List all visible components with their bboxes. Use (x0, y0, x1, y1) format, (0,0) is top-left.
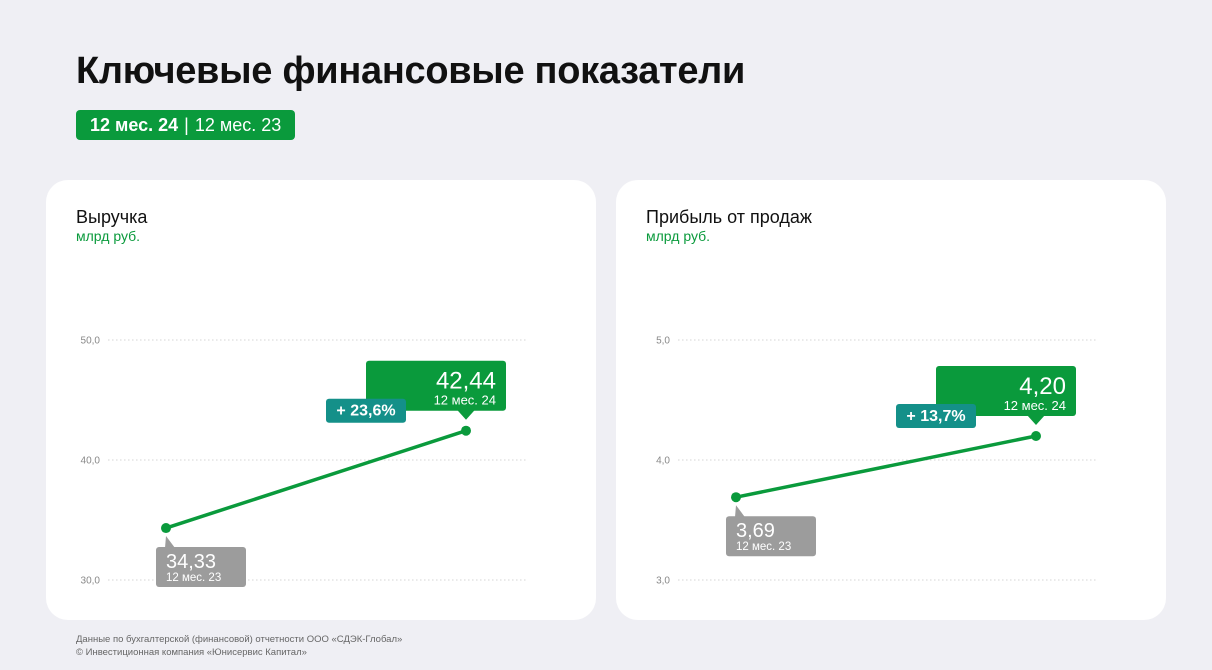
chart-unit: млрд руб. (76, 228, 141, 244)
series-line (164, 428, 468, 530)
y-tick-label: 50,0 (81, 336, 101, 347)
previous-period-label: 12 мес. 23 (166, 572, 221, 584)
footer: Данные по бухгалтерской (финансовой) отч… (76, 633, 402, 659)
change-badge (326, 398, 406, 423)
period-separator: | (184, 114, 189, 135)
change-label: + 13,7% (906, 408, 965, 425)
series-line (734, 434, 1038, 499)
period-badge: 12 мес. 24 | 12 мес. 23 (76, 110, 296, 140)
previous-period-label: 12 мес. 23 (736, 541, 791, 553)
revenue-card: Выручка млрд руб. 50,0 40,0 30,0 34,33 12 ме… (46, 180, 596, 620)
y-tick-label: 40,0 (81, 456, 101, 467)
current-period-label: 12 мес. 24 (434, 393, 496, 408)
period-current: 12 мес. 24 (90, 114, 179, 135)
current-label-box (366, 360, 506, 411)
current-value-label: 4,20 (1019, 373, 1066, 400)
current-period-label: 12 мес. 24 (1004, 398, 1066, 413)
current-label-pointer (457, 409, 475, 420)
chart-title: Прибыль от продаж (646, 207, 812, 227)
current-label-box (936, 366, 1076, 416)
data-point (1031, 431, 1041, 441)
chart-title: Выручка (76, 207, 148, 227)
footer-source: Данные по бухгалтерской (финансовой) отч… (76, 634, 403, 645)
chart-unit: млрд руб. (646, 228, 711, 244)
current-label-pointer (1027, 415, 1045, 425)
previous-value-label: 34,33 (166, 551, 216, 573)
previous-value-label: 3,69 (736, 520, 775, 542)
y-tick-label: 3,0 (656, 576, 670, 587)
data-point (731, 492, 741, 503)
previous-label-pointer (735, 505, 745, 518)
page-title: Ключевые финансовые показатели (76, 50, 746, 92)
previous-label-box (726, 516, 816, 557)
sales-profit-card: Прибыль от продаж млрд руб. 5,0 4,0 3,0 3,6… (616, 180, 1166, 620)
change-label: + 23,6% (336, 403, 395, 420)
y-tick-label: 30,0 (81, 576, 101, 587)
data-point (461, 425, 471, 436)
y-tick-label: 4,0 (656, 456, 670, 467)
current-value-label: 42,44 (436, 368, 496, 395)
footer-copyright: © Инвестиционная компания «Юнисервис Кап… (76, 647, 307, 658)
change-badge (896, 404, 976, 428)
previous-label-box (156, 547, 246, 588)
data-point (161, 523, 171, 534)
period-previous: 12 мес. 23 (194, 114, 282, 135)
previous-label-pointer (165, 536, 175, 549)
y-tick-label: 5,0 (656, 336, 670, 347)
